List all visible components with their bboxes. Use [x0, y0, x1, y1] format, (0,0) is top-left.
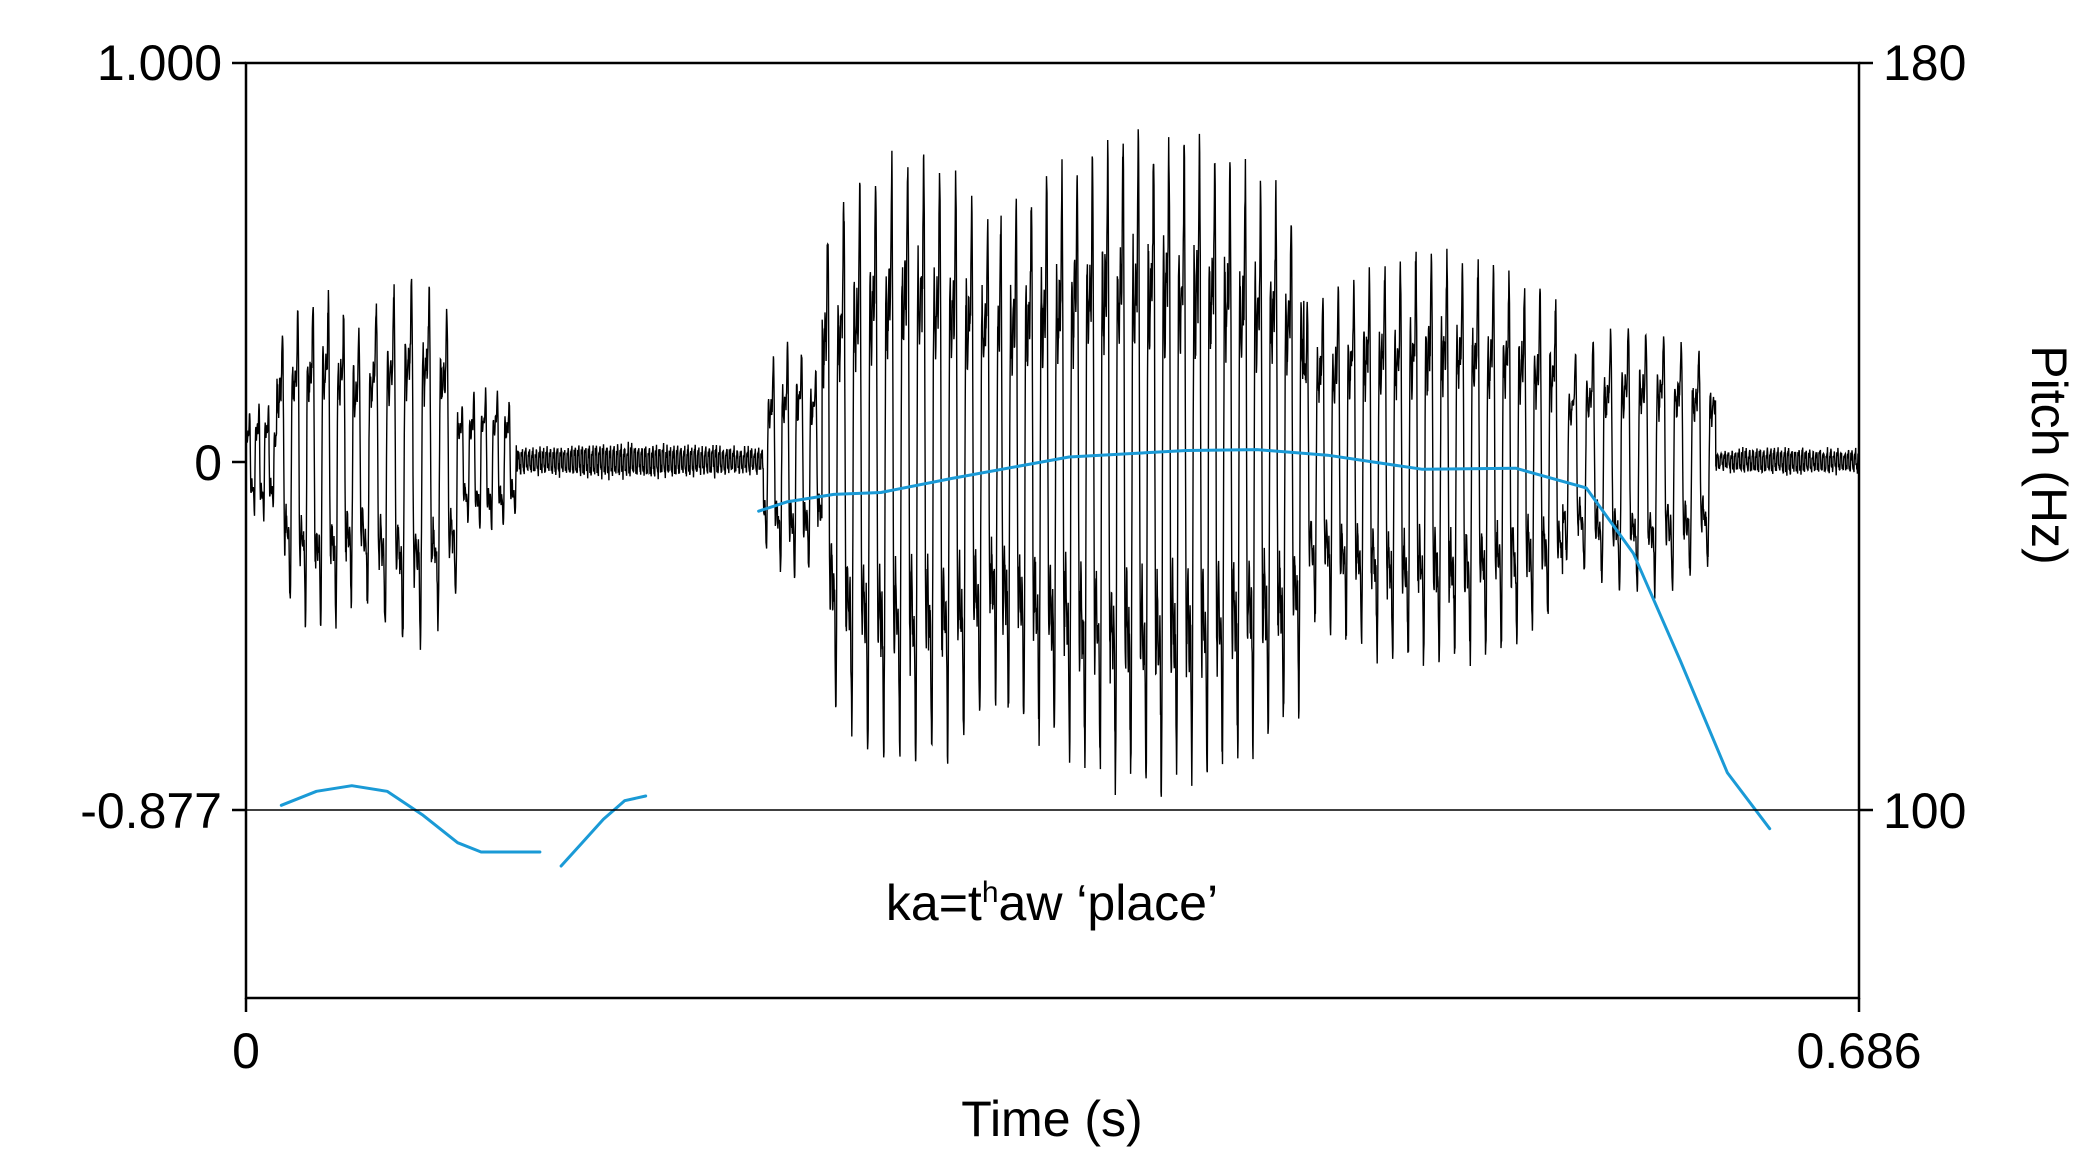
y-tick-label-bottom: -0.877 — [80, 783, 222, 839]
transcription-label: ka=thaw ‘place’ — [886, 875, 1218, 931]
plot-frame — [244, 61, 1861, 1000]
y2-tick-label-bottom: 100 — [1883, 783, 1966, 839]
y-tick-label-zero: 0 — [194, 435, 222, 491]
y2-axis-title: Pitch (Hz) — [2021, 345, 2077, 564]
waveform-line — [245, 129, 1860, 797]
transcription-rest: aw ‘place’ — [999, 875, 1219, 931]
transcription-superscript: h — [982, 876, 999, 909]
pitch-contour-segment-3 — [757, 448, 1772, 831]
pitch-contour-segment-2 — [559, 794, 648, 868]
x-tick-label-end: 0.686 — [1796, 1023, 1921, 1079]
x-axis-title: Time (s) — [961, 1091, 1142, 1147]
pitch-contour-segment-1 — [279, 784, 542, 854]
y2-tick-label-top: 180 — [1883, 35, 1966, 91]
transcription-base: ka=t — [886, 875, 982, 931]
y-tick-label-top: 1.000 — [97, 35, 222, 91]
x-tick-label-start: 0 — [232, 1023, 260, 1079]
